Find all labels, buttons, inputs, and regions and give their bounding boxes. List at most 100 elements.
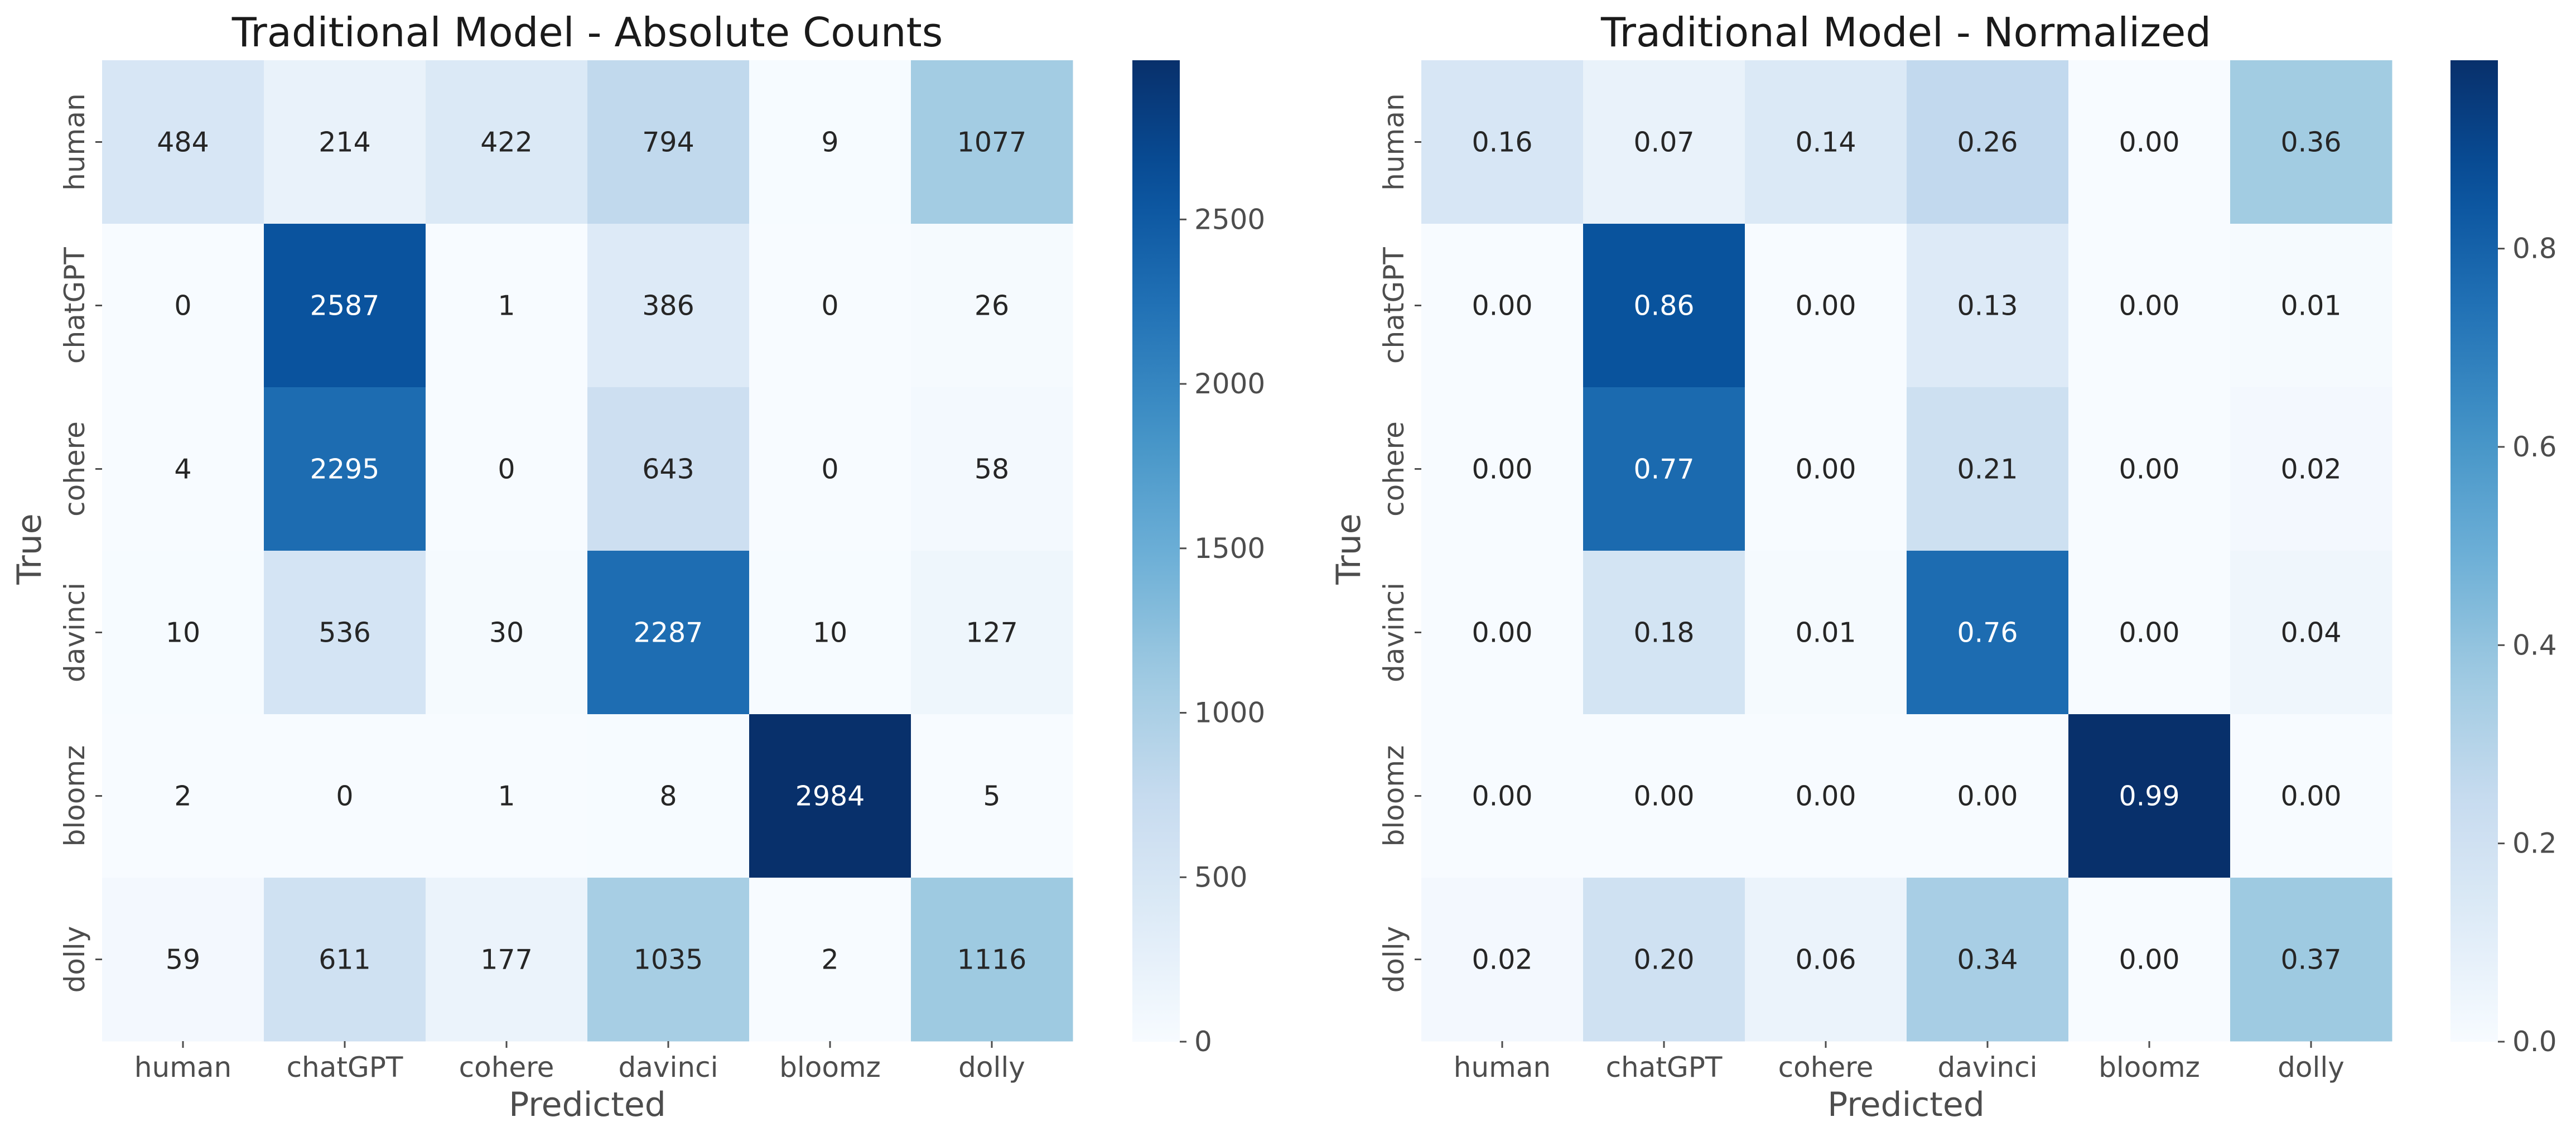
heatmap-cell xyxy=(1745,224,1907,388)
cell-value-label: 10 xyxy=(166,617,200,649)
cell-value-label: 0 xyxy=(174,290,191,322)
cell-value-label: 0.34 xyxy=(1957,944,2018,976)
heatmap-cell xyxy=(2230,714,2392,878)
heatmap-cell xyxy=(1745,551,1907,715)
cell-value-label: 0.00 xyxy=(1472,454,1532,485)
cell-value-label: 2984 xyxy=(795,781,865,812)
heatmap-cell xyxy=(1583,878,1745,1042)
heatmap-cell xyxy=(2230,551,2392,715)
heatmap-cells: 484 214 422 794 9 1077 0 2587 1 386 0 26 4 2295 0 643 0 5… xyxy=(102,60,1073,1042)
heatmap-cell xyxy=(2230,224,2392,388)
cell-value-label: 0.21 xyxy=(1957,454,2018,485)
heatmap-cell xyxy=(2068,60,2231,224)
cell-value-label: 26 xyxy=(975,290,1009,322)
cell-value-label: 0.20 xyxy=(1633,944,1694,976)
x-tick-label: human xyxy=(1454,1051,1551,1084)
heatmap-cell xyxy=(264,387,426,551)
heatmap-cell xyxy=(1421,551,1584,715)
x-tick-label: davinci xyxy=(619,1051,718,1084)
colorbar-tick-label: 0.4 xyxy=(2512,629,2557,661)
cell-value-label: 1116 xyxy=(957,944,1027,976)
y-tick-label: davinci xyxy=(1378,582,1410,682)
heatmap-cell xyxy=(102,714,264,878)
cell-value-label: 0.00 xyxy=(2280,781,2341,812)
y-tick-label: human xyxy=(59,93,91,190)
cell-value-label: 0.02 xyxy=(1472,944,1532,976)
heatmap-cell xyxy=(587,714,750,878)
heatmap-cell xyxy=(264,878,426,1042)
heatmap-cell xyxy=(587,878,750,1042)
cell-value-label: 0.36 xyxy=(2280,127,2341,158)
colorbar-ramp xyxy=(1132,60,1180,1042)
cell-value-label: 0.18 xyxy=(1633,617,1694,649)
heatmap-cell xyxy=(426,714,588,878)
heatmap-cells: 0.16 0.07 0.14 0.26 0.00 0.36 0.00 0.86 0.00 0.13… xyxy=(1421,60,2392,1042)
cell-value-label: 0.00 xyxy=(1795,290,1856,322)
x-axis-label: Predicted xyxy=(509,1085,666,1124)
heatmap-cell xyxy=(911,60,1073,224)
cell-value-label: 2 xyxy=(821,944,838,976)
cell-value-label: 0.16 xyxy=(1472,127,1532,158)
cell-value-label: 484 xyxy=(157,127,209,158)
cell-value-label: 0.00 xyxy=(1472,617,1532,649)
heatmap-cell xyxy=(749,387,911,551)
colorbar-tick-label: 0.2 xyxy=(2512,827,2557,860)
heatmap-cell xyxy=(1583,387,1745,551)
heatmap-cell xyxy=(1907,224,2069,388)
heatmap-cell xyxy=(1745,878,1907,1042)
heatmap-cell xyxy=(2068,551,2231,715)
heatmap-cell xyxy=(2230,60,2392,224)
colorbar-tick-label: 500 xyxy=(1194,861,1247,893)
heatmap-cell xyxy=(749,224,911,388)
heatmap-cell xyxy=(2068,714,2231,878)
cell-value-label: 8 xyxy=(659,781,677,812)
cell-value-label: 0.01 xyxy=(1795,617,1856,649)
heatmap-cell xyxy=(102,60,264,224)
heatmap-cell xyxy=(587,224,750,388)
cell-value-label: 9 xyxy=(821,127,838,158)
heatmap-cell xyxy=(426,551,588,715)
cell-value-label: 0.02 xyxy=(2280,454,2341,485)
heatmap-cell xyxy=(264,60,426,224)
x-tick-label: bloomz xyxy=(2099,1051,2200,1084)
x-tick-label: human xyxy=(134,1051,231,1084)
cell-value-label: 794 xyxy=(642,127,694,158)
colorbar: 0 500 1000 1500 2000 2500 xyxy=(1132,60,1265,1058)
heatmap-cell xyxy=(426,878,588,1042)
cell-value-label: 0.26 xyxy=(1957,127,2018,158)
colorbar-tick-label: 0.8 xyxy=(2512,233,2557,265)
cell-value-label: 0.00 xyxy=(2119,290,2179,322)
cell-value-label: 0.06 xyxy=(1795,944,1856,976)
heatmap-cell xyxy=(1907,387,2069,551)
heatmap-cell xyxy=(587,551,750,715)
colorbar-tick-label: 0 xyxy=(1194,1026,1212,1058)
cell-value-label: 2287 xyxy=(634,617,703,649)
heatmap-cell xyxy=(102,551,264,715)
cell-value-label: 0.00 xyxy=(2119,944,2179,976)
cell-value-label: 214 xyxy=(319,127,371,158)
cell-value-label: 1035 xyxy=(634,944,703,976)
cell-value-label: 0.01 xyxy=(2280,290,2341,322)
heatmap-cell xyxy=(264,224,426,388)
cell-value-label: 0.13 xyxy=(1957,290,2018,322)
cell-value-label: 2 xyxy=(174,781,191,812)
colorbar-tick-label: 1500 xyxy=(1194,532,1265,565)
heatmap-cell xyxy=(749,714,911,878)
cell-value-label: 1077 xyxy=(957,127,1027,158)
axis-ticks: human chatGPT cohere davinci bloomz dolly huma… xyxy=(1378,93,2345,1084)
cell-value-label: 0 xyxy=(336,781,353,812)
cell-value-label: 0 xyxy=(821,454,838,485)
cell-value-label: 611 xyxy=(319,944,371,976)
cell-value-label: 643 xyxy=(642,454,694,485)
heatmap-cell xyxy=(1583,224,1745,388)
cell-value-label: 5 xyxy=(983,781,1000,812)
cell-value-label: 2295 xyxy=(310,454,380,485)
heatmap-cell xyxy=(587,60,750,224)
y-tick-label: chatGPT xyxy=(1378,247,1410,364)
heatmap-cell xyxy=(1745,714,1907,878)
cell-value-label: 0.04 xyxy=(2280,617,2341,649)
cell-value-label: 30 xyxy=(489,617,524,649)
x-tick-label: dolly xyxy=(2278,1051,2345,1084)
cell-value-label: 2587 xyxy=(310,290,380,322)
cell-value-label: 0.00 xyxy=(1957,781,2018,812)
